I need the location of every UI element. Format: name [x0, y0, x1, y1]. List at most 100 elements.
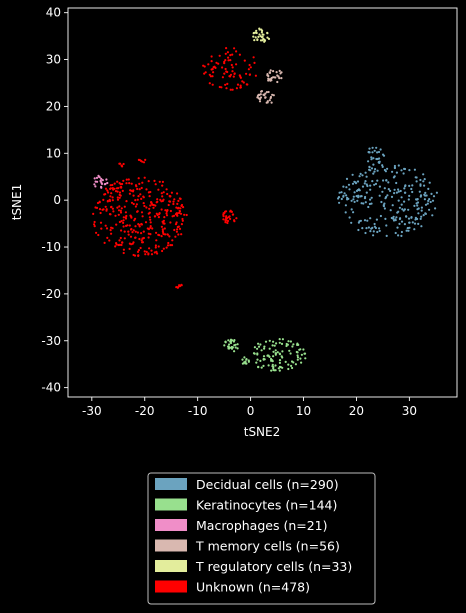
data-point: [141, 215, 144, 218]
data-point: [114, 245, 117, 248]
legend-swatch: [155, 539, 187, 552]
data-point: [117, 213, 120, 216]
data-point: [267, 90, 270, 94]
data-point: [152, 206, 155, 209]
data-point: [370, 158, 373, 161]
data-point: [362, 202, 365, 205]
data-point: [140, 211, 144, 214]
data-point: [229, 59, 232, 62]
data-point: [353, 191, 356, 194]
data-point: [298, 348, 301, 351]
data-point: [284, 360, 287, 363]
data-point: [428, 181, 431, 184]
data-point: [155, 212, 158, 215]
data-point: [118, 220, 121, 224]
y-axis-label: tSNE1: [10, 184, 24, 221]
data-point: [95, 176, 99, 179]
data-point: [227, 216, 230, 219]
data-point: [118, 205, 121, 208]
data-point: [351, 182, 355, 185]
data-point: [106, 189, 109, 192]
data-point: [367, 160, 370, 163]
data-point: [153, 215, 156, 218]
data-point: [138, 188, 141, 191]
data-point: [140, 186, 143, 190]
data-point: [104, 224, 107, 227]
data-point: [363, 197, 367, 200]
data-point: [177, 225, 180, 228]
data-point: [259, 35, 262, 38]
data-point: [381, 190, 384, 193]
data-point: [285, 342, 288, 346]
data-point: [166, 192, 169, 196]
data-point: [160, 225, 163, 228]
data-point: [236, 343, 239, 346]
data-point: [204, 71, 207, 74]
data-point: [166, 209, 169, 212]
data-point: [224, 67, 227, 71]
data-point: [212, 66, 215, 69]
data-point: [255, 29, 258, 32]
data-point: [116, 206, 119, 209]
data-point: [141, 241, 144, 244]
data-point: [345, 194, 348, 197]
data-point: [274, 364, 277, 367]
data-point: [393, 188, 396, 191]
data-point: [118, 243, 121, 246]
data-point: [149, 225, 152, 228]
data-point: [110, 192, 113, 195]
data-point: [397, 199, 400, 202]
data-point: [154, 183, 157, 186]
data-point: [137, 254, 140, 257]
data-point: [149, 218, 152, 221]
data-point: [174, 235, 177, 238]
data-point: [257, 342, 260, 345]
data-point: [424, 212, 427, 215]
data-point: [168, 235, 171, 238]
data-point: [278, 353, 282, 356]
data-point: [100, 182, 104, 185]
data-point: [114, 214, 117, 217]
data-point: [357, 228, 360, 232]
data-point: [154, 246, 157, 249]
data-point: [166, 244, 170, 247]
data-point: [397, 164, 400, 167]
data-point: [207, 63, 210, 66]
data-point: [291, 366, 294, 370]
data-point: [360, 195, 363, 198]
data-point: [161, 230, 164, 233]
data-point: [115, 223, 118, 226]
data-point: [210, 68, 213, 71]
data-point: [288, 349, 291, 352]
data-point: [395, 171, 398, 174]
data-point: [356, 180, 360, 183]
data-point: [259, 343, 262, 346]
data-point: [369, 230, 372, 233]
data-point: [125, 214, 128, 218]
data-point: [403, 187, 406, 190]
data-point: [245, 72, 248, 75]
data-point: [287, 363, 290, 366]
data-point: [368, 151, 371, 154]
data-point: [117, 209, 121, 212]
data-point: [358, 175, 361, 178]
data-point: [385, 234, 388, 237]
data-point: [177, 233, 180, 236]
data-point: [104, 187, 108, 190]
data-point: [139, 193, 142, 196]
data-point: [138, 237, 141, 241]
data-point: [242, 81, 245, 84]
data-point: [111, 207, 114, 210]
data-point: [236, 347, 239, 350]
data-point: [93, 177, 96, 180]
data-point: [272, 76, 275, 79]
data-point: [245, 358, 248, 361]
legend-label: Keratinocytes (n=144): [196, 498, 337, 513]
data-point: [257, 345, 261, 348]
data-point: [147, 180, 150, 183]
data-point: [259, 93, 262, 96]
data-point: [390, 195, 394, 198]
data-point: [108, 239, 111, 242]
data-point: [347, 197, 350, 200]
data-point: [408, 169, 411, 172]
